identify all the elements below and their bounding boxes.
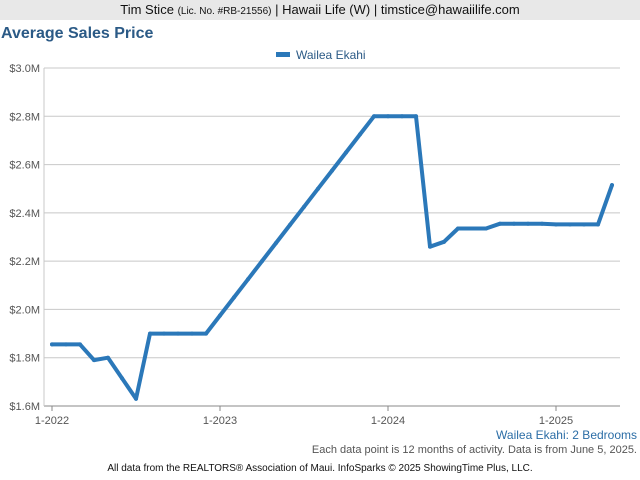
data-point [512,221,516,226]
data-point [120,376,124,381]
data-point [106,355,110,360]
y-tick-label: $3.0M [9,63,40,75]
y-tick-label: $2.0M [9,304,40,316]
x-tick-label: 1-2023 [203,415,237,427]
y-tick-label: $2.4M [9,208,40,220]
data-point [456,226,460,231]
chart-subtitle: Wailea Ekahi: 2 Bedrooms [496,428,637,442]
data-point [92,358,96,363]
data-point [204,331,208,336]
data-point [386,114,390,119]
data-point [330,168,334,173]
data-point [554,222,558,227]
agent-header: Tim Stice (Lic. No. #RB-21556) | Hawaii … [0,0,640,20]
y-tick-label: $2.8M [9,111,40,123]
agent-contact: | Hawaii Life (W) | timstice@hawaiilife.… [275,2,520,17]
data-point [596,222,600,227]
data-point [372,114,376,119]
data-point [162,331,166,336]
data-point [316,186,320,191]
data-point [428,244,432,249]
data-point [176,331,180,336]
data-point [134,396,138,401]
data-point [50,342,54,347]
agent-name: Tim Stice [120,2,174,17]
y-tick-label: $1.8M [9,353,40,365]
chart-title: Average Sales Price [1,25,154,42]
data-point [344,150,348,155]
data-point [148,331,152,336]
y-tick-label: $2.6M [9,160,40,172]
source-footer: All data from the REALTORS® Association … [107,463,533,474]
data-point [582,222,586,227]
x-tick-label: 1-2022 [35,415,69,427]
data-point [526,221,530,226]
data-point [78,342,82,347]
data-point [358,132,362,137]
data-point [190,331,194,336]
data-point [302,204,306,209]
data-point [246,277,250,282]
data-point [484,226,488,231]
agent-license: (Lic. No. #RB-21556) [177,6,272,17]
data-point [470,226,474,231]
data-point [414,114,418,119]
data-point [218,313,222,318]
data-point [400,114,404,119]
data-point [540,221,544,226]
legend-label: Wailea Ekahi [296,48,366,62]
y-tick-label: $1.6M [9,401,40,413]
data-footnote: Each data point is 12 months of activity… [311,444,637,456]
data-point [274,241,278,246]
x-tick-label: 1-2024 [371,415,405,427]
series-line [50,114,614,401]
x-tick-label: 1-2025 [539,415,573,427]
data-point [610,183,614,188]
legend-swatch [276,52,290,57]
data-point [64,342,68,347]
data-point [498,221,502,226]
data-point [288,222,292,227]
data-point [442,239,446,244]
data-point [568,222,572,227]
y-tick-label: $2.2M [9,256,40,268]
data-point [232,295,236,300]
data-point [260,259,264,264]
